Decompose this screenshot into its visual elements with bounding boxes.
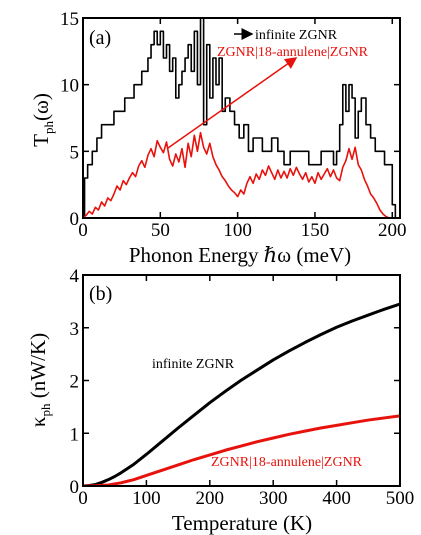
y-axis-label-main-a: T xyxy=(29,134,53,147)
x-tick-label: 400 xyxy=(322,488,351,509)
y-axis-label-sub-b: ph xyxy=(38,403,53,417)
legend-label-infinite-a: infinite ZGNR xyxy=(255,28,338,43)
x-axis-label-a: Phonon Energy ℏω (meV) xyxy=(129,243,351,267)
x-axis-label-b: Temperature (K) xyxy=(172,511,312,535)
y-axis-label-main-b: κ xyxy=(26,416,50,427)
x-tick-label: 0 xyxy=(78,220,88,241)
y-axis-label-b: κph (nW/K) xyxy=(26,333,53,427)
panel-a: 0 50 100 150 200 0 5 10 15 (a) Phonon Energy ℏω … xyxy=(29,9,407,267)
y-tick-label: 2 xyxy=(70,372,80,393)
plot-frame-a xyxy=(82,17,401,219)
x-tick-label: 200 xyxy=(196,488,225,509)
x-tick-label: 0 xyxy=(78,488,88,509)
y-tick-label: 0 xyxy=(70,477,80,498)
x-tick-label: 50 xyxy=(151,220,170,241)
x-tick-label: 300 xyxy=(259,488,288,509)
panel-label-b: (b) xyxy=(89,283,112,305)
series-label-infinite-b: infinite ZGNR xyxy=(152,357,235,372)
y-tick-label: 1 xyxy=(70,424,80,445)
x-tick-label: 100 xyxy=(223,220,252,241)
series-line-b-1 xyxy=(83,302,400,486)
y-tick-label: 0 xyxy=(70,209,80,230)
y-axis-label-tail-b: (nW/K) xyxy=(26,333,50,404)
y-axis-label-a: Tph(ω) xyxy=(29,93,56,147)
y-tick-label: 10 xyxy=(60,76,79,97)
y-axis-label-sub-a: ph xyxy=(41,120,56,134)
series-line-b-2 xyxy=(83,414,400,486)
series-line-a-1 xyxy=(83,18,397,218)
series-label-annulene-b: ZGNR|18-annulene|ZGNR xyxy=(211,455,363,470)
x-tick-label: 500 xyxy=(386,488,415,509)
x-tick-label: 200 xyxy=(378,220,407,241)
y-tick-label: 4 xyxy=(70,266,80,287)
y-tick-label: 5 xyxy=(70,142,80,163)
panel-label-a: (a) xyxy=(89,27,111,49)
panel-b: 0 100 200 300 400 500 0 1 2 3 4 (b) Temperature (K… xyxy=(26,266,414,535)
y-tick-label: 15 xyxy=(60,9,79,30)
x-tick-label: 100 xyxy=(132,488,161,509)
series-line-a-2 xyxy=(83,131,393,218)
legend-arrow-annulene xyxy=(167,57,298,149)
legend-label-annulene-a: ZGNR|18-annulene|ZGNR xyxy=(217,45,369,60)
y-axis-label-tail-a: (ω) xyxy=(29,93,53,121)
x-tick-label: 150 xyxy=(301,220,330,241)
y-tick-label: 3 xyxy=(70,319,80,340)
